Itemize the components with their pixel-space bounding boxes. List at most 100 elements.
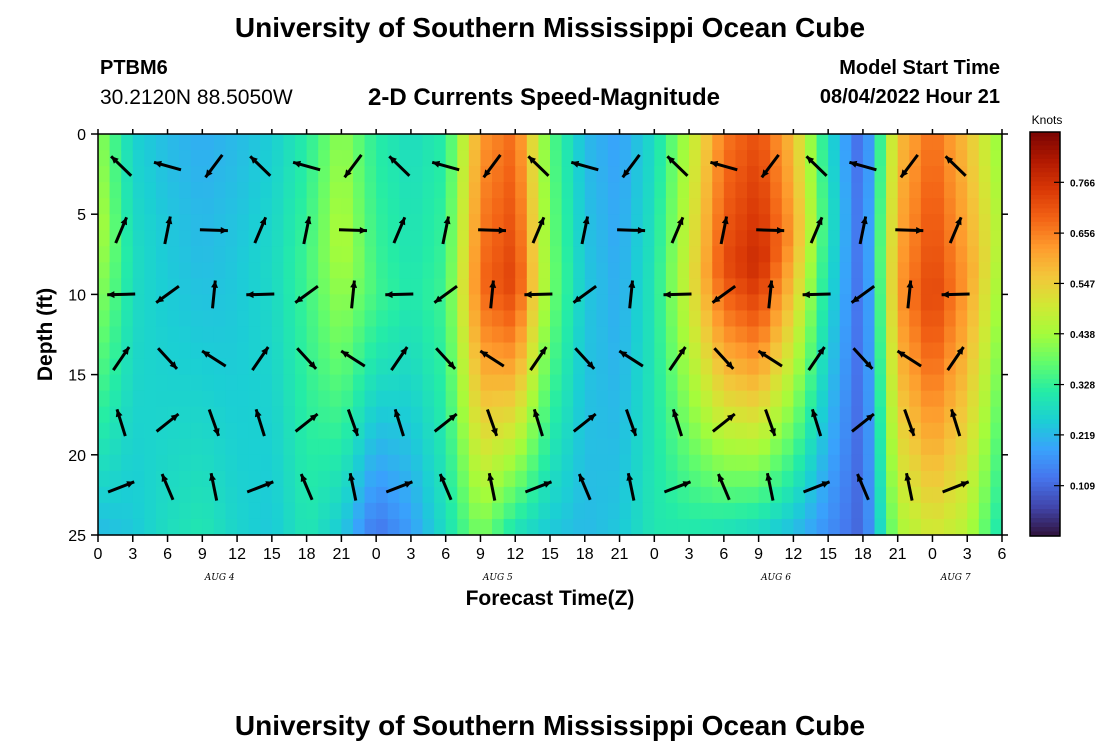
heatmap-cell <box>758 438 771 456</box>
heatmap-cell <box>480 182 493 199</box>
heatmap-cell <box>202 326 215 344</box>
heatmap-cell <box>341 262 354 279</box>
heatmap-cell <box>538 310 551 328</box>
heatmap-cell <box>932 166 945 183</box>
heatmap-cell <box>306 150 319 167</box>
vector-arrowhead <box>725 361 734 369</box>
vector-arrowhead <box>259 217 267 226</box>
heatmap-cell <box>410 390 424 408</box>
heatmap-cell <box>944 374 957 392</box>
heatmap-cell <box>665 166 679 183</box>
heatmap-cell <box>98 342 111 360</box>
heatmap-cell <box>468 390 482 408</box>
heatmap-cell <box>642 310 655 328</box>
heatmap-cell <box>503 294 516 312</box>
heatmap-cell <box>364 422 377 440</box>
heatmap-cell <box>271 406 285 424</box>
heatmap-cell <box>318 342 331 360</box>
heatmap-cell <box>967 486 980 504</box>
vector-arrowhead <box>765 473 773 481</box>
heatmap-cell <box>550 134 563 151</box>
heatmap-cell <box>712 310 725 328</box>
heatmap-cell <box>955 278 968 295</box>
heatmap-cell <box>445 342 458 360</box>
heatmap-cell <box>132 486 145 504</box>
heatmap-cell <box>387 294 400 312</box>
heatmap-cell <box>689 518 702 536</box>
heatmap-cell <box>399 486 412 504</box>
heatmap-cell <box>654 454 667 472</box>
heatmap-cell <box>793 326 806 344</box>
heatmap-cell <box>341 486 354 504</box>
heatmap-cell <box>839 310 852 328</box>
heatmap-cell <box>851 518 864 536</box>
heatmap-cell <box>190 278 203 295</box>
heatmap-cell <box>190 486 203 504</box>
heatmap-cell <box>144 358 157 376</box>
heatmap-cell <box>410 358 424 376</box>
heatmap-cell <box>665 422 679 440</box>
heatmap-cell <box>793 230 806 247</box>
heatmap-cell <box>132 294 145 312</box>
heatmap-cell <box>445 150 458 167</box>
heatmap-cell <box>874 278 887 295</box>
heatmap-cell <box>770 326 783 344</box>
heatmap-cell <box>225 518 238 536</box>
heatmap-cell <box>283 454 296 472</box>
heatmap-cell <box>179 294 192 312</box>
heatmap-cell <box>851 166 864 183</box>
heatmap-cell <box>747 214 760 231</box>
heatmap-cell <box>839 182 852 199</box>
heatmap-cell <box>596 470 609 488</box>
colorbar-segment <box>1030 154 1060 160</box>
heatmap-cell <box>642 406 655 424</box>
heatmap-cell <box>886 278 899 295</box>
heatmap-cell <box>735 486 748 504</box>
heatmap-cell <box>689 454 702 472</box>
heatmap-cell <box>607 454 621 472</box>
heatmap-cell <box>515 326 528 344</box>
heatmap-cell <box>283 214 296 231</box>
heatmap-cell <box>839 470 852 488</box>
heatmap-cell <box>329 198 342 215</box>
heatmap-cell <box>202 198 215 215</box>
heatmap-cell <box>561 230 574 247</box>
heatmap-cell <box>804 470 818 488</box>
heatmap-cell <box>793 198 806 215</box>
heatmap-cell <box>550 454 563 472</box>
heatmap-cell <box>654 502 667 520</box>
heatmap-cell <box>804 390 818 408</box>
colorbar-segment <box>1030 176 1060 182</box>
heatmap-cell <box>410 422 424 440</box>
colorbar-segment <box>1030 230 1060 236</box>
heatmap-cell <box>213 406 227 424</box>
heatmap-cell <box>886 358 899 376</box>
heatmap-cell <box>329 406 342 424</box>
heatmap-cell <box>828 374 841 392</box>
heatmap-cell <box>920 326 934 344</box>
heatmap-cell <box>631 390 644 408</box>
heatmap-cell <box>642 326 655 344</box>
heatmap-cell <box>468 134 482 151</box>
heatmap-cell <box>329 486 342 504</box>
heatmap-cell <box>167 262 180 279</box>
heatmap-cell <box>283 150 296 167</box>
heatmap-cell <box>422 278 435 295</box>
heatmap-cell <box>862 390 876 408</box>
heatmap-cell <box>271 294 285 312</box>
heatmap-cell <box>538 134 551 151</box>
heatmap-cell <box>468 214 482 231</box>
heatmap-cell <box>550 326 563 344</box>
heatmap-cell <box>793 342 806 360</box>
heatmap-cell <box>248 294 261 312</box>
heatmap-cell <box>121 502 134 520</box>
heatmap-cell <box>190 502 203 520</box>
heatmap-cell <box>758 230 771 247</box>
heatmap-cell <box>909 230 922 247</box>
heatmap-cell <box>747 198 760 215</box>
heatmap-cell <box>422 294 435 312</box>
heatmap-cell <box>213 278 227 295</box>
colorbar-tick-label: 0.656 <box>1070 229 1095 240</box>
heatmap-cell <box>190 390 203 408</box>
heatmap-cell <box>457 342 470 360</box>
